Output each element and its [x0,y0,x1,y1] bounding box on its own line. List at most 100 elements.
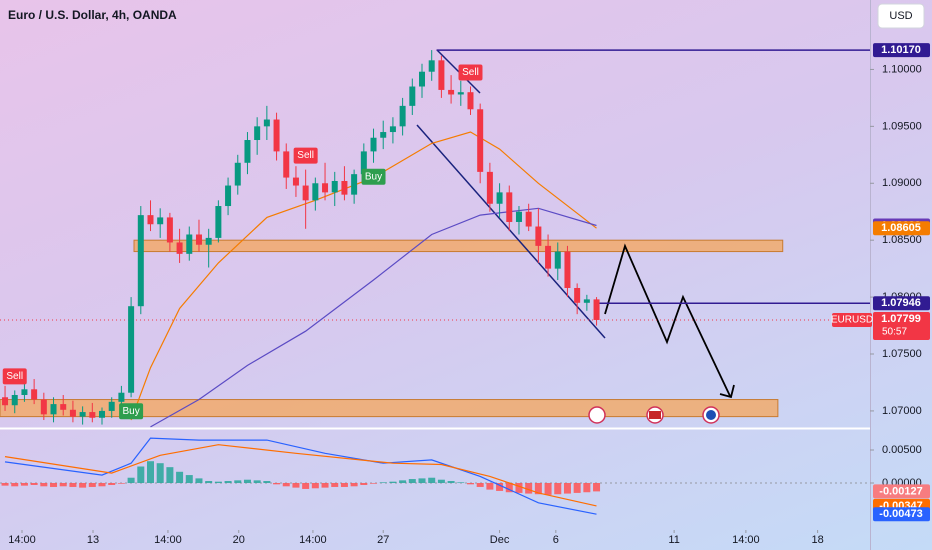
x-tick-label: 20 [233,534,245,546]
candle-body [583,299,590,303]
countdown: 50:57 [882,327,907,338]
y-tick-label: 1.07500 [882,348,922,360]
event-flag [706,410,716,420]
candle-body [331,180,338,193]
macd-histogram-bar [253,480,261,484]
candle-body [60,404,67,410]
candle-body [176,242,183,254]
macd-histogram-bar [292,483,300,488]
macd-histogram-bar [69,483,77,487]
candle-body [79,412,86,417]
event-icons[interactable] [588,406,720,424]
projection-path [604,243,731,397]
macd-histogram-bar [224,481,232,484]
candle-body [448,89,455,95]
support-resistance-zone [0,399,779,418]
candle-body [99,410,106,418]
candle-body [351,174,358,195]
candle-body [409,86,416,106]
candle-body [244,140,251,163]
trend-line [416,124,606,339]
candle-body [186,234,193,254]
candle-body [554,251,561,269]
signal-label: Buy [122,406,139,417]
candle-body [506,192,513,222]
macd-y-tick-label: 0.00500 [882,444,922,456]
macd-histogram-bar [593,483,601,492]
macd-histogram-bar [515,483,523,493]
macd-histogram-bar [282,483,290,487]
macd-histogram-bar [176,471,184,484]
macd-histogram-bar [166,467,174,484]
candle-body [341,180,348,195]
candle-body [399,105,406,127]
x-tick-label: 27 [377,534,389,546]
price-badge [873,507,930,522]
price-badge-label: -0.00127 [879,485,922,497]
candle-body [2,397,9,406]
x-tick-label: Dec [490,534,510,546]
macd-histogram-bar [205,481,213,484]
candle-body [370,137,377,152]
event-flag [649,411,661,419]
y-tick-label: 1.08500 [882,234,922,246]
candle-body [195,234,202,245]
currency-label[interactable]: USD [889,10,912,22]
candle-body [486,171,493,204]
arrow-head [719,384,735,399]
candle-body [283,151,290,178]
candle-body [254,126,261,141]
macd-histogram-bar [418,478,426,484]
y-tick-label: 1.10000 [882,63,922,75]
macd-histogram-bar [505,483,513,493]
macd-histogram-bar [273,483,281,485]
macd-histogram-bar [331,483,339,487]
macd-histogram-bar [185,475,193,484]
macd-histogram-bar [108,483,116,485]
y-tick-label: 1.09500 [882,120,922,132]
x-tick-label: 14:00 [154,534,182,546]
macd-histogram-bar [195,478,203,484]
signal-label: Sell [462,67,479,78]
candle-body [166,217,173,243]
x-tick-label: 14:00 [299,534,327,546]
support-resistance-zone [133,239,784,253]
x-tick-label: 14:00 [732,534,760,546]
event-icon[interactable] [588,406,606,424]
x-tick-label: 14:00 [8,534,36,546]
x-tick-label: 11 [668,534,679,546]
candle-body [157,217,164,225]
candle-body [593,299,600,320]
candle-body [108,401,115,411]
macd-histogram-bar [243,479,251,484]
x-tick-label: 13 [87,534,99,546]
candle-body [302,185,309,201]
macd-histogram-bar [428,477,436,484]
signal-label: Sell [6,371,23,382]
macd-line [4,437,597,515]
macd-histogram-bar [117,483,125,484]
macd-histogram-bar [59,483,67,487]
macd-histogram-bar [40,483,48,487]
candle-body [574,287,581,303]
candle-body [389,126,396,133]
currency-button[interactable] [877,3,925,29]
price-badge [873,221,930,236]
macd-histogram-bar [447,481,455,484]
price-badge [873,484,930,499]
macd-histogram-bar [127,477,135,484]
candle-body [535,226,542,246]
candle-body [215,206,222,238]
macd-histogram-bar [214,481,222,484]
macd-histogram-bar [525,483,533,494]
macd-histogram-bar [263,481,271,484]
candle-body [457,92,464,95]
candle-body [40,399,47,415]
chart-title: Euro / U.S. Dollar, 4h, OANDA [8,8,177,22]
last-price-badge [873,311,930,340]
macd-histogram-bar [457,482,465,484]
macd-histogram-bar [1,483,9,486]
macd-histogram-bar [554,483,562,495]
candle-body [515,211,522,222]
signal-badge [361,168,386,185]
